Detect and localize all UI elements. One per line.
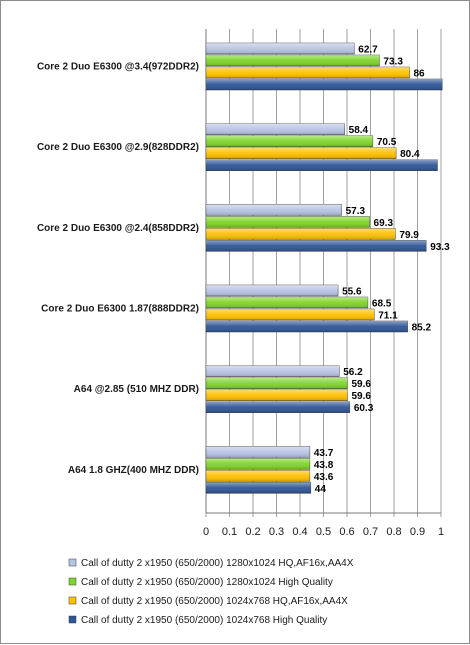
bar-highlight (206, 216, 370, 228)
value-label: 55.6 (342, 287, 362, 298)
value-label: 68.5 (372, 299, 392, 310)
category-label: Core 2 Duo E6300 1.87(888DDR2) (41, 304, 199, 315)
value-label: 43.6 (314, 472, 334, 483)
legend-swatch (68, 577, 77, 586)
legend-label: Call of dutty 2 x1950 (650/2000) 1280x10… (81, 577, 333, 588)
value-label: 43.7 (314, 448, 334, 459)
legend-swatch (68, 615, 77, 624)
bar-highlight (206, 482, 311, 494)
bar-highlight (206, 67, 410, 78)
bars (205, 42, 443, 494)
bar-highlight (206, 377, 348, 389)
x-tick-label: 0.7 (363, 526, 378, 538)
legend-swatch (68, 596, 77, 605)
value-label: 93.3 (430, 242, 450, 253)
bar-highlight (206, 389, 348, 401)
category-label: A64 1.8 GHZ(400 MHZ DDR) (68, 465, 199, 476)
value-label: 59.6 (351, 391, 371, 402)
bar-highlight (206, 309, 375, 320)
bar-highlight (206, 297, 368, 308)
value-label: 43.8 (314, 460, 334, 471)
value-label: 71.1 (378, 311, 398, 322)
bar-highlight (206, 285, 339, 296)
x-tick-label: 0.3 (269, 526, 284, 538)
category-labels: Core 2 Duo E6300 @3.4(972DDR2) Core 2 Duo… (37, 62, 199, 476)
category-label: Core 2 Duo E6300 @2.4(858DDR2) (37, 223, 199, 234)
value-label: 56.2 (343, 367, 363, 378)
x-tick-labels: 0 0.1 0.2 0.3 0.4 0.5 0.6 0.7 0.8 0.9 1 (203, 526, 444, 538)
x-tick-label: 1 (438, 526, 444, 538)
x-tick-label: 0.1 (222, 526, 237, 538)
bar-highlight (206, 55, 380, 66)
bar-highlight (206, 401, 350, 413)
bar-highlight (206, 470, 310, 482)
value-labels: 62.7 73.3 86 58.4 70.580.4 57.3 69.3 79.9 93.3 55… (314, 45, 450, 495)
bar-highlight (206, 446, 310, 458)
bar-highlight (206, 159, 438, 171)
category-label: A64 @2.85 (510 MHZ DDR) (74, 384, 199, 395)
value-label: 58.4 (349, 125, 369, 136)
legend-swatch (68, 558, 77, 567)
value-label: 85.2 (412, 323, 432, 334)
bar-highlight (206, 43, 355, 54)
category-label: Core 2 Duo E6300 @2.9(828DDR2) (37, 142, 199, 153)
value-label: 44 (315, 484, 327, 495)
legend: Call of dutty 2 x1950 (650/2000) 1280x10… (68, 558, 354, 626)
x-tick-label: 0.2 (245, 526, 260, 538)
value-label: 79.9 (399, 230, 419, 241)
value-label: 69.3 (374, 218, 394, 229)
bar-highlight (206, 147, 397, 159)
value-label: 80.4 (400, 149, 420, 160)
bar-highlight (206, 458, 310, 470)
value-label: 60.3 (354, 403, 374, 414)
x-tick-label: 0.9 (410, 526, 425, 538)
bar-highlight (206, 240, 427, 252)
value-label: 57.3 (346, 206, 366, 217)
legend-label: Call of dutty 2 x1950 (650/2000) 1024x76… (81, 615, 327, 626)
value-label: 59.6 (351, 379, 371, 390)
bar-highlight (206, 321, 408, 332)
value-label: 70.5 (377, 137, 397, 148)
value-label: 86 (414, 69, 426, 80)
bar-highlight (206, 79, 443, 90)
bar-highlight (206, 123, 345, 135)
legend-label: Call of dutty 2 x1950 (650/2000) 1024x76… (81, 596, 348, 607)
x-tick-label: 0.4 (292, 526, 307, 538)
x-tick-label: 0.8 (386, 526, 401, 538)
category-label: Core 2 Duo E6300 @3.4(972DDR2) (37, 62, 199, 73)
bar-highlight (206, 365, 340, 377)
legend-label: Call of dutty 2 x1950 (650/2000) 1280x10… (81, 558, 354, 569)
value-label: 73.3 (383, 57, 403, 68)
grid-lines (205, 29, 442, 517)
x-tick-label: 0 (203, 526, 209, 538)
x-tick-label: 0.5 (316, 526, 331, 538)
x-tick-label: 0.6 (339, 526, 354, 538)
bar-highlight (206, 228, 396, 240)
value-label: 62.7 (358, 45, 378, 56)
bar-highlight (206, 135, 373, 147)
bar-highlight (206, 204, 342, 216)
